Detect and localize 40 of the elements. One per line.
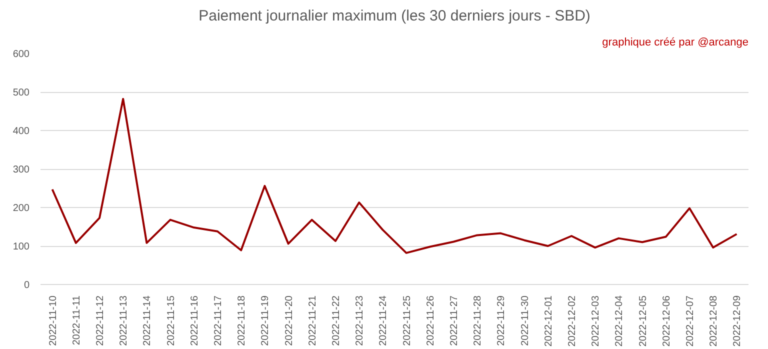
x-tick-label: 2022-12-05 [638, 295, 649, 347]
chart-title: Paiement journalier maximum (les 30 derniers jours - SBD) [198, 8, 590, 24]
x-tick-label: 2022-12-04 [614, 295, 626, 347]
x-tick-label: 2022-11-29 [496, 295, 508, 346]
x-tick-label: 2022-12-03 [590, 295, 602, 347]
y-tick-label: 500 [12, 88, 30, 98]
y-tick-label: 300 [12, 164, 30, 176]
y-tick-label: 400 [12, 126, 30, 137]
x-tick-label: 2022-12-02 [567, 295, 578, 347]
x-tick-label: 2022-11-16 [189, 295, 200, 346]
x-tick-label: 2022-11-19 [260, 295, 272, 346]
y-tick-label: 600 [12, 49, 30, 60]
x-tick-label: 2022-11-24 [378, 295, 390, 346]
x-tick-label: 2022-12-01 [543, 295, 554, 347]
x-tick-label: 2022-11-25 [402, 295, 413, 346]
x-tick-label: 2022-11-26 [425, 295, 436, 346]
x-tick-label: 2022-11-27 [449, 295, 460, 346]
line-series [51, 98, 738, 254]
y-tick-label: 100 [12, 242, 30, 252]
y-tick-label: 0 [24, 280, 30, 291]
x-tick-label: 2022-12-06 [661, 295, 672, 347]
x-tick-label: 2022-12-09 [732, 295, 744, 347]
x-tick-label: 2022-11-20 [284, 295, 295, 346]
x-tick-label: 2022-11-11 [71, 295, 82, 346]
x-tick-label: 2022-11-18 [236, 295, 248, 346]
x-tick-label: 2022-11-15 [166, 295, 177, 346]
x-tick-label: 2022-12-08 [708, 295, 720, 347]
x-tick-label: 2022-11-23 [354, 295, 366, 346]
x-tick-label: 2022-11-22 [331, 295, 342, 346]
x-tick-label: 2022-11-13 [118, 295, 130, 346]
x-tick-label: 2022-11-17 [213, 295, 224, 346]
x-tick-label: 2022-11-12 [95, 295, 106, 346]
x-tick-label: 2022-12-07 [685, 295, 696, 347]
x-tick-label: 2022-11-28 [472, 295, 484, 346]
y-tick-label: 200 [12, 203, 30, 214]
x-tick-label: 2022-11-10 [48, 295, 59, 346]
text: graphique créé par @arcange [602, 36, 749, 48]
x-tick-label: 2022-11-30 [520, 295, 531, 346]
x-tick-label: 2022-11-14 [142, 295, 154, 346]
x-tick-label: 2022-11-21 [307, 295, 318, 346]
